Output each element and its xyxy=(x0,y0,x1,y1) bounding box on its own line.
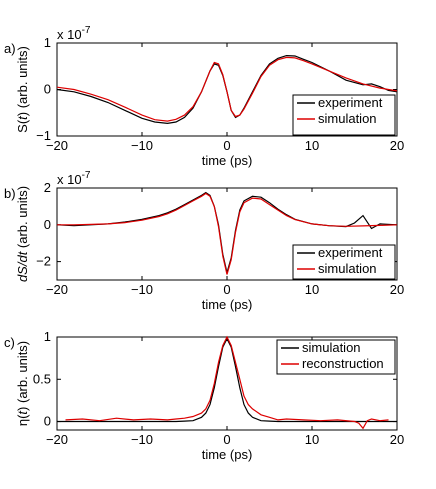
y-tick-label: 1 xyxy=(44,329,51,344)
legend-box xyxy=(276,339,396,375)
x-tick-label: 0 xyxy=(223,432,230,447)
x-tick-label: 10 xyxy=(305,432,319,447)
legend-entry: experiment xyxy=(318,95,383,110)
y-axis-label: dS/dt (arb. units) xyxy=(15,186,30,282)
x-tick-label: −20 xyxy=(46,138,68,153)
y-tick-label: −1 xyxy=(36,128,51,143)
y-tick-label: 1 xyxy=(44,35,51,50)
panel-label: b) xyxy=(4,186,16,201)
panel-label: a) xyxy=(4,41,16,56)
series-line-simulation xyxy=(56,56,398,122)
y-tick-label: 2 xyxy=(44,180,51,195)
series-line-simulation xyxy=(57,337,397,423)
x-tick-label: −10 xyxy=(131,282,153,297)
x-tick-label: −20 xyxy=(46,432,68,447)
x-axis-label: time (ps) xyxy=(202,447,253,462)
x-tick-label: 20 xyxy=(390,432,404,447)
x-tick-label: 10 xyxy=(305,282,319,297)
legend-entry: simulation xyxy=(318,261,377,276)
exponent-label: x 10-7 xyxy=(57,25,91,42)
y-axis-label: S(t) (arb. units) xyxy=(15,46,30,133)
x-tick-label: −10 xyxy=(131,138,153,153)
legend-entry: reconstruction xyxy=(302,356,384,371)
x-tick-label: 10 xyxy=(305,138,319,153)
exponent-label: x 10-7 xyxy=(57,170,91,187)
legend-box xyxy=(292,244,396,280)
y-tick-label: 0 xyxy=(44,82,51,97)
y-tick-label: −2 xyxy=(36,254,51,269)
panel-c: −20 −10 0 10 20 0 0.5 1 time (ps) η(t) (arb. unit… xyxy=(4,329,404,462)
legend-entry: experiment xyxy=(318,245,383,260)
legend-entry: simulation xyxy=(302,340,361,355)
y-tick-label: 0 xyxy=(44,217,51,232)
x-tick-label: 20 xyxy=(390,138,404,153)
x-axis-label: time (ps) xyxy=(202,297,253,312)
y-tick-label: 0.5 xyxy=(33,371,51,386)
x-tick-label: 20 xyxy=(390,282,404,297)
y-axis-label: η(t) (arb. units) xyxy=(15,341,30,426)
y-tick-label: 0 xyxy=(44,414,51,429)
x-tick-label: 0 xyxy=(223,282,230,297)
x-tick-label: 0 xyxy=(223,138,230,153)
legend-entry: simulation xyxy=(318,111,377,126)
series-line-simulation xyxy=(57,192,398,275)
panel-label: c) xyxy=(4,335,15,350)
series-line-reconstruction xyxy=(65,335,389,430)
x-tick-label: −20 xyxy=(46,282,68,297)
legend-box xyxy=(292,94,396,136)
x-axis-label: time (ps) xyxy=(202,153,253,168)
x-tick-label: −10 xyxy=(131,432,153,447)
